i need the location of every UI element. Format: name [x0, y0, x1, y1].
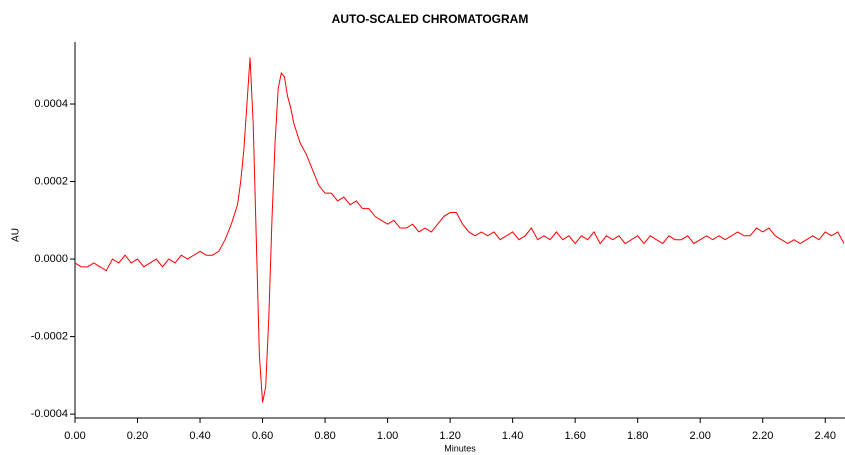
x-tick-label: 0.60 — [252, 430, 273, 442]
y-tick-label: -0.0004 — [31, 408, 68, 420]
x-tick-label: 0.00 — [64, 430, 85, 442]
chart-title: AUTO-SCALED CHROMATOGRAM — [332, 12, 529, 26]
x-tick-label: 1.40 — [502, 430, 523, 442]
x-axis-label: Minutes — [444, 443, 476, 453]
x-tick-label: 1.20 — [439, 430, 460, 442]
x-tick-label: 2.40 — [815, 430, 836, 442]
x-tick-label: 1.60 — [564, 430, 585, 442]
x-tick-label: 1.00 — [377, 430, 398, 442]
y-tick-label: 0.0000 — [34, 253, 68, 265]
x-tick-label: 2.20 — [752, 430, 773, 442]
x-tick-label: 0.40 — [189, 430, 210, 442]
signal-line — [74, 57, 845, 403]
y-tick-label: 0.0004 — [34, 98, 68, 110]
y-tick-label: -0.0002 — [31, 331, 68, 343]
x-tick-label: 0.80 — [314, 430, 335, 442]
x-tick-label: 0.20 — [127, 430, 148, 442]
x-tick-label: 1.80 — [627, 430, 648, 442]
x-tick-label: 2.00 — [689, 430, 710, 442]
y-tick-label: 0.0002 — [34, 175, 68, 187]
y-axis-label: AU — [11, 228, 22, 242]
